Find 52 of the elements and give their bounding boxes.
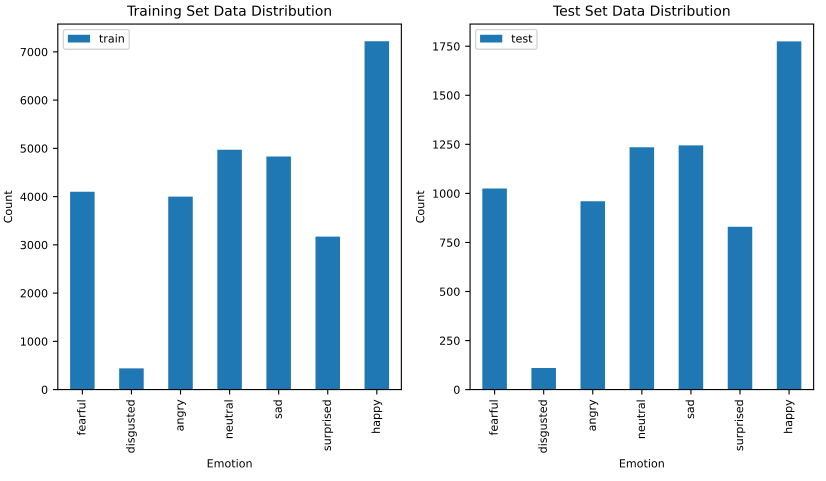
x-tick-label: fearful <box>76 400 86 436</box>
y-tick-label: 500 <box>440 287 460 296</box>
bar <box>364 41 390 390</box>
y-tick-label: 5000 <box>20 144 48 153</box>
y-tick-label: 1000 <box>433 189 460 198</box>
bar <box>217 150 242 390</box>
x-tick-label: neutral <box>636 400 646 438</box>
x-tick-label: surprised <box>322 400 334 451</box>
x-tick-label: disgusted <box>538 400 550 453</box>
x-axis-title: Emotion <box>620 458 664 468</box>
bar <box>531 368 556 390</box>
x-tick-label: happy <box>784 400 794 433</box>
bar <box>580 201 606 390</box>
y-tick-label: 6000 <box>20 96 48 104</box>
legend-label: train <box>99 34 124 43</box>
y-tick-label: 7000 <box>20 48 48 56</box>
chart-title: Test Set Data Distribution <box>553 5 730 16</box>
y-tick-label: 3000 <box>20 240 48 250</box>
bar <box>678 145 704 390</box>
x-tick-label: disgusted <box>126 400 137 453</box>
x-tick-label: surprised <box>734 400 746 451</box>
y-tick-label: 250 <box>440 336 460 345</box>
x-tick-label: neutral <box>224 400 233 438</box>
y-tick-label: 1000 <box>21 337 48 346</box>
bar <box>266 156 291 390</box>
y-tick-label: 0 <box>454 386 460 394</box>
y-tick-label: 1750 <box>433 42 460 51</box>
bar <box>70 192 95 390</box>
bar <box>168 196 193 390</box>
y-axis-title: Count <box>4 190 12 223</box>
y-tick-label: 4000 <box>20 192 48 201</box>
y-tick-label: 1500 <box>433 91 460 100</box>
x-tick-label: sad <box>273 400 282 418</box>
chart-title: Training Set Data Distribution <box>127 5 331 19</box>
bar <box>482 188 507 390</box>
x-tick-label: angry <box>177 400 186 431</box>
x-tick-label: sad <box>686 400 694 418</box>
y-axis-title: Count <box>416 190 424 223</box>
y-tick-label: 1250 <box>433 140 460 149</box>
y-tick-label: 2000 <box>20 289 48 298</box>
x-axis-title: Emotion <box>208 458 252 468</box>
y-tick-label: 750 <box>440 238 460 247</box>
bar <box>119 368 144 390</box>
y-tick-label: 0 <box>42 386 48 394</box>
x-tick-label: angry <box>590 400 598 431</box>
bar <box>630 147 654 390</box>
bar <box>315 236 340 390</box>
bar <box>776 41 802 390</box>
x-tick-label: happy <box>371 400 382 433</box>
legend-label: test <box>511 34 532 43</box>
bar <box>728 226 752 390</box>
x-tick-label: fearful <box>489 400 498 436</box>
